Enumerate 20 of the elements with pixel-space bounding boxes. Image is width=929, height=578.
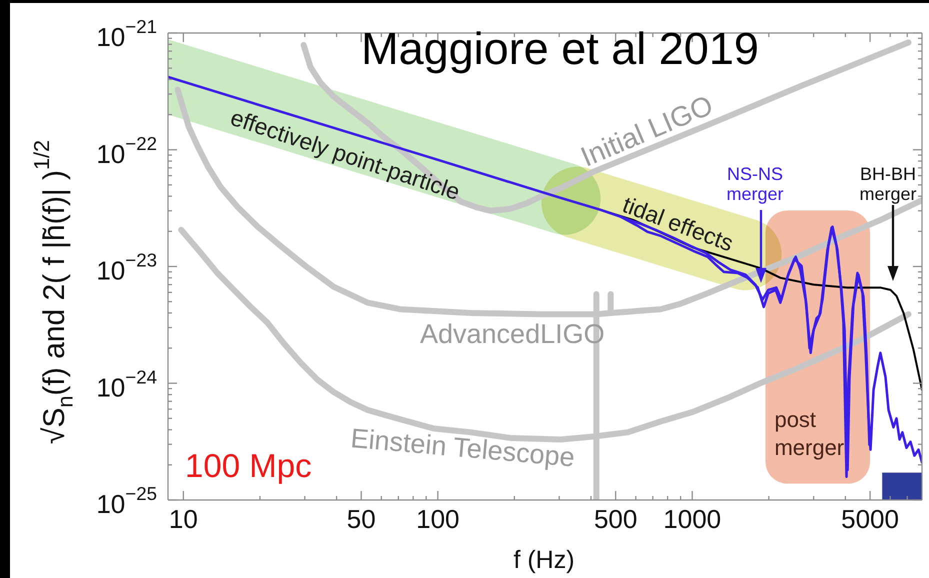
x-tick-label: 100 (416, 504, 460, 534)
x-tick-label: 10 (168, 504, 198, 534)
x-tick-label: 500 (594, 504, 638, 534)
band-label: post merger (774, 407, 844, 460)
x-tick-label: 50 (346, 504, 376, 534)
series-label: Einstein Telescope (349, 423, 576, 473)
y-tick-label: 10$^{−25}$ (96, 483, 157, 519)
y-tick-label: 10$^{−21}$ (96, 16, 157, 52)
chart-title: Maggiore et al 2019 (361, 23, 759, 74)
x-tick-label: 5000 (841, 504, 899, 534)
series-label: AdvancedLIGO (420, 319, 605, 349)
y-tick-label: 10$^{−22}$ (96, 132, 157, 169)
y-tick-label: 10$^{−23}$ (96, 250, 157, 286)
annotation: 100 Mpc (185, 447, 312, 484)
x-axis-title: f (Hz) (513, 546, 575, 574)
y-tick-label: 10$^{−24}$ (96, 366, 157, 402)
annotation: BH-BH merger (859, 164, 917, 204)
text: Initial LIGO (576, 89, 718, 173)
x-tick-label: 1000 (663, 504, 722, 534)
annotation: NS-NS merger (726, 164, 784, 204)
